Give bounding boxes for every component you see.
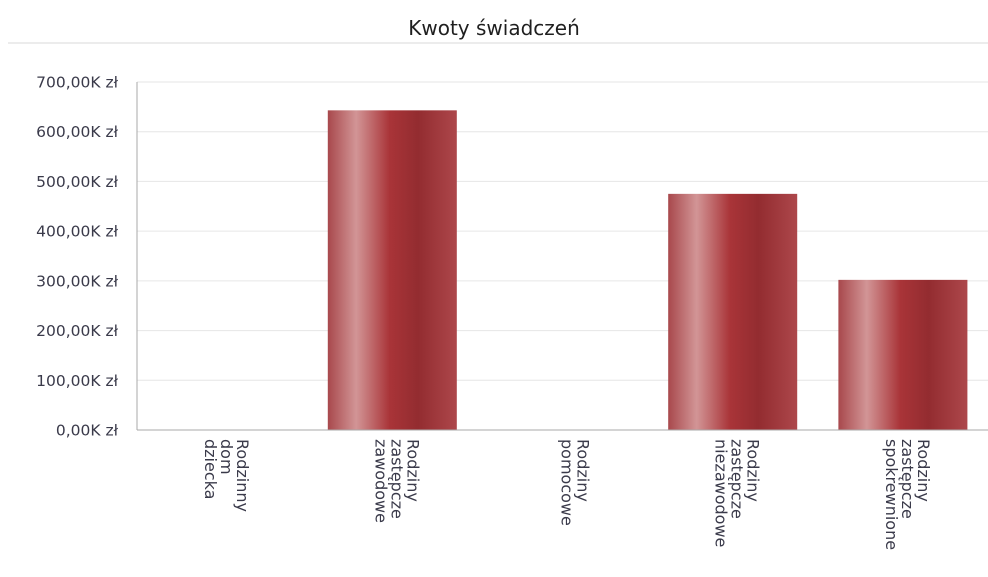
x-category-line: dom: [217, 439, 236, 475]
x-category-label: Rodzinyzastępczeniezawodowe: [712, 439, 763, 547]
x-category-text: Rodzinyzastępczezawodowe: [371, 439, 422, 523]
x-category-label: Rodzinypomocowe: [558, 439, 593, 526]
chart-title: Kwoty świadczeń: [408, 16, 580, 40]
y-tick-label: 200,00K zł: [36, 322, 118, 340]
gridlines: [137, 81, 988, 381]
x-category-line: zastępcze: [898, 439, 917, 519]
x-category-labels: Rodzinnydomdziecka Rodzinyzastępczezawodo…: [201, 439, 933, 550]
y-tick-label: 300,00K zł: [36, 272, 118, 290]
bar[interactable]: [668, 193, 798, 430]
y-tick-label: 500,00K zł: [36, 173, 118, 191]
x-category-line: dziecka: [201, 439, 220, 499]
bars: [327, 110, 968, 430]
y-tick-labels: 0,00K zł 100,00K zł 200,00K zł 300,00K zł 40…: [36, 74, 118, 440]
y-tick-label: 400,00K zł: [36, 223, 118, 241]
x-category-line: pomocowe: [558, 439, 577, 526]
x-category-text: Rodzinyzastępczeniezawodowe: [712, 439, 763, 547]
x-category-line: zastępcze: [387, 439, 406, 519]
x-category-line: Rodziny: [574, 439, 593, 502]
x-category-label: Rodzinyzastępczezawodowe: [371, 439, 422, 523]
x-category-line: spokrewnione: [882, 439, 901, 550]
x-category-line: Rodziny: [744, 439, 763, 502]
x-category-label: Rodzinnydomdziecka: [201, 439, 252, 512]
x-category-text: Rodzinypomocowe: [558, 439, 593, 526]
y-tick-label: 700,00K zł: [36, 74, 118, 92]
x-category-text: Rodzinnydomdziecka: [201, 439, 252, 512]
bar[interactable]: [327, 110, 457, 430]
x-category-line: Rodziny: [403, 439, 422, 502]
x-category-line: Rodziny: [914, 439, 933, 502]
x-category-line: zawodowe: [371, 439, 390, 523]
x-category-line: Rodzinny: [233, 439, 252, 512]
x-category-text: Rodzinyzastępczespokrewnione: [882, 439, 933, 550]
axes: [136, 82, 988, 431]
x-category-line: zastępcze: [728, 439, 747, 519]
y-tick-label: 600,00K zł: [36, 123, 118, 141]
y-tick-label: 0,00K zł: [56, 422, 119, 440]
y-tick-label: 100,00K zł: [36, 372, 118, 390]
x-category-line: niezawodowe: [712, 439, 731, 547]
bar[interactable]: [838, 279, 968, 430]
x-category-label: Rodzinyzastępczespokrewnione: [882, 439, 933, 550]
